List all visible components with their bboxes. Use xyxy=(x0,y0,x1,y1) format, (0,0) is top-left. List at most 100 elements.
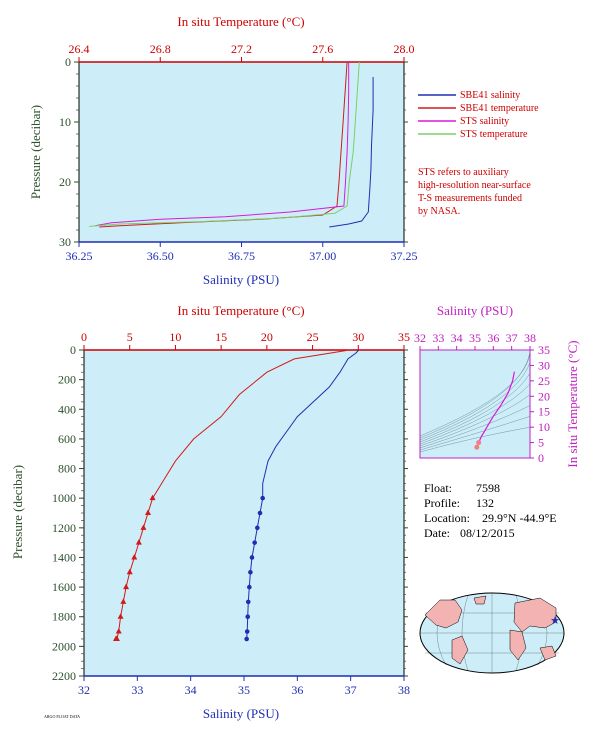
temperature-marker xyxy=(135,539,142,545)
note-line: by NASA. xyxy=(418,206,460,217)
top-tick-label: 0 xyxy=(81,330,87,344)
ts-salinity-axis-label: Salinity (PSU) xyxy=(437,303,513,318)
x-tick-label: 36 xyxy=(291,683,303,697)
bottom-pressure-axis-label: Pressure (decibar) xyxy=(10,465,25,559)
top-tick-label: 15 xyxy=(215,330,227,344)
legend-label: SBE41 salinity xyxy=(460,90,520,101)
note-line: T-S measurements funded xyxy=(418,193,522,204)
y-tick-label: 400 xyxy=(58,402,76,416)
y-tick-label: 0 xyxy=(65,55,71,69)
ts-profile-line xyxy=(476,371,515,448)
ts-density-contour xyxy=(419,394,531,447)
world-map: ★ xyxy=(419,592,565,674)
x-tick-label: 37 xyxy=(345,683,357,697)
ts-x-tick-label: 32 xyxy=(414,331,426,345)
salinity-marker xyxy=(244,636,249,642)
ts-density-contour xyxy=(419,351,531,439)
ts-y-tick-label: 15 xyxy=(538,405,550,419)
temperature-marker xyxy=(140,524,147,530)
y-tick-label: 1200 xyxy=(52,521,76,535)
ts-x-tick-label: 35 xyxy=(469,331,481,345)
ts-x-tick-label: 38 xyxy=(524,331,536,345)
ts-density-contour xyxy=(419,349,531,437)
ts-density-contour xyxy=(419,405,531,449)
date-value: 08/12/2015 xyxy=(460,526,515,540)
x-tick-label: 34 xyxy=(185,683,197,697)
top-tick-label: 20 xyxy=(261,330,273,344)
y-tick-label: 0 xyxy=(70,343,76,357)
temperature-marker xyxy=(123,583,130,590)
date-label: Date: xyxy=(424,526,450,540)
series-line-sts-temperature xyxy=(89,61,360,227)
location-label: Location: xyxy=(424,511,470,525)
float-value: 7598 xyxy=(476,481,500,495)
y-tick-label: 800 xyxy=(58,462,76,476)
temperature-marker xyxy=(113,635,119,641)
ts-y-tick-label: 5 xyxy=(538,436,544,450)
ts-y-tick-label: 0 xyxy=(538,451,544,465)
legend-label: SBE41 temperature xyxy=(460,103,539,114)
temperature-marker xyxy=(117,613,124,619)
temperature-marker xyxy=(149,494,156,501)
salinity-marker xyxy=(248,569,253,575)
salinity-marker xyxy=(257,510,263,516)
salinity-marker xyxy=(247,584,252,590)
top-tick-label: 35 xyxy=(398,330,410,344)
float-location-marker: ★ xyxy=(550,615,560,627)
float-label: Float: xyxy=(424,481,452,495)
y-tick-label: 1600 xyxy=(52,580,76,594)
ts-density-contour xyxy=(419,373,531,443)
ts-temperature-axis-label: In situ Temperature (°C) xyxy=(565,340,580,467)
temperature-marker xyxy=(126,568,133,575)
top-tick-label: 26.4 xyxy=(69,42,90,56)
footer-text: ARGO FLOAT DATA xyxy=(44,714,80,719)
x-tick-label: 36.25 xyxy=(66,249,93,263)
y-tick-label: 200 xyxy=(58,373,76,387)
bottom-temperature-axis-label: In situ Temperature (°C) xyxy=(177,303,304,318)
top-plot-area xyxy=(78,61,405,243)
top-salinity-axis-label: Salinity (PSU) xyxy=(203,272,279,287)
profile-value: 132 xyxy=(476,496,494,510)
ts-y-tick-label: 30 xyxy=(538,358,550,372)
bottom-salinity-axis-label: Salinity (PSU) xyxy=(203,706,279,721)
ts-deep-marker xyxy=(476,440,482,446)
temperature-marker xyxy=(131,553,138,560)
ts-y-tick-label: 10 xyxy=(538,420,550,434)
salinity-marker xyxy=(249,555,255,560)
ts-density-contour xyxy=(419,362,531,441)
profile-label: Profile: xyxy=(424,496,460,510)
legend: SBE41 salinity SBE41 temperature STS salin… xyxy=(418,90,539,140)
y-tick-label: 20 xyxy=(59,175,71,189)
salinity-marker xyxy=(260,495,265,501)
sts-note: STS refers to auxiliary high-resolution … xyxy=(418,167,531,217)
top-pressure-axis-label: Pressure (decibar) xyxy=(28,105,43,199)
salinity-marker xyxy=(244,629,250,634)
ts-y-tick-label: 35 xyxy=(538,343,550,357)
x-tick-label: 37.25 xyxy=(391,249,418,263)
x-tick-label: 37.00 xyxy=(309,249,336,263)
series-line-sbe41-salinity xyxy=(329,77,374,228)
temperature-marker xyxy=(120,598,127,604)
ts-density-contour xyxy=(419,383,531,445)
y-tick-label: 10 xyxy=(59,115,71,129)
bottom-plot-area xyxy=(83,349,405,677)
ts-plot-area xyxy=(419,349,531,459)
top-chart: 36.25 36.50 36.75 37.00 37.25 26.4 26.8 27.2 27.… xyxy=(28,14,418,287)
top-tick-label: 27.2 xyxy=(231,42,252,56)
ts-x-tick-label: 36 xyxy=(487,331,499,345)
top-tick-label: 25 xyxy=(307,330,319,344)
top-tick-label: 28.0 xyxy=(394,42,415,56)
top-temperature-axis-label: In situ Temperature (°C) xyxy=(177,14,304,29)
legend-label: STS temperature xyxy=(460,129,528,140)
ts-deep-marker xyxy=(474,444,480,450)
x-tick-label: 32 xyxy=(78,683,90,697)
ts-x-tick-label: 33 xyxy=(432,331,444,345)
top-tick-label: 26.8 xyxy=(150,42,171,56)
note-line: STS refers to auxiliary xyxy=(418,167,509,178)
y-tick-label: 2000 xyxy=(52,639,76,653)
map-land xyxy=(424,595,557,665)
y-tick-label: 1400 xyxy=(52,550,76,564)
ts-x-tick-label: 34 xyxy=(451,331,463,345)
